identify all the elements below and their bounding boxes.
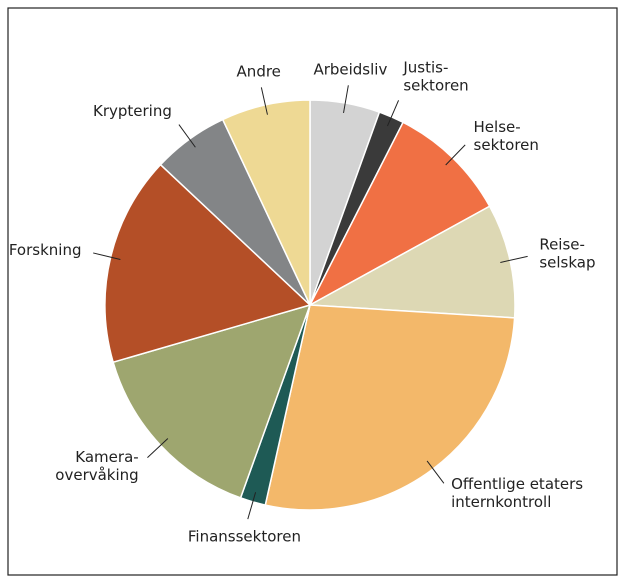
slice-label: Helse-sektoren [474,118,539,154]
leader-line [178,124,196,148]
slice-label: Arbeidsliv [313,60,387,78]
leader-line [93,252,121,260]
leader-line [426,460,445,484]
slice-label: Offentlige etaters internkontroll [451,474,583,510]
slice-label: Finanssektoren [188,527,301,545]
leader-line [343,85,349,113]
leader-line [147,438,169,459]
leader-line [386,100,400,127]
slice-label: Justis-sektoren [402,58,468,94]
leader-line [500,255,528,263]
leader-line [247,492,257,520]
slice-label: Kamera-overvåking [55,447,138,483]
slice-label: Forskning [9,241,82,259]
slice-label: Reise-selskap [539,235,595,271]
slice-label: Andre [237,62,281,80]
slice-label: Kryptering [93,101,172,119]
leader-line [445,144,466,166]
leader-line [260,87,268,115]
